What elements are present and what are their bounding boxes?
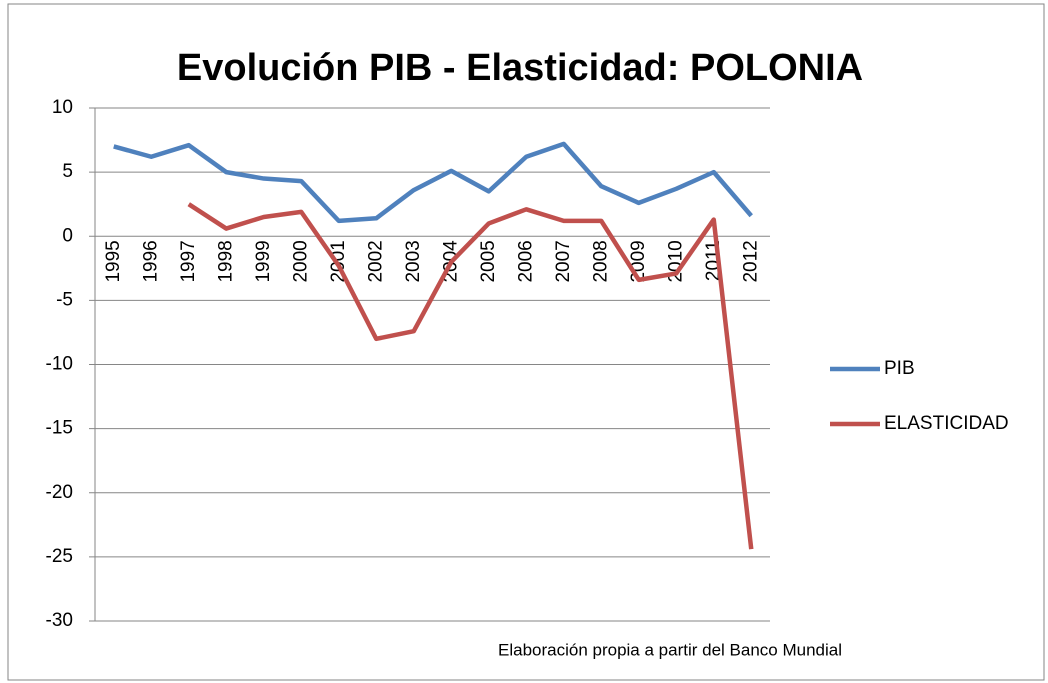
- x-tick-label: 1998: [215, 240, 236, 282]
- x-tick-label: 2008: [590, 240, 611, 282]
- y-tick-label: -30: [46, 610, 73, 631]
- x-tick-label: 1996: [140, 240, 161, 282]
- chart-title: Evolución PIB - Elasticidad: POLONIA: [177, 47, 863, 89]
- line-series: [187, 202, 754, 550]
- source-note: Elaboración propia a partir del Banco Mu…: [498, 640, 842, 659]
- x-tick-label: 2010: [665, 240, 686, 282]
- y-tick-label: 0: [62, 225, 73, 246]
- x-tick-label: 2006: [515, 240, 536, 282]
- x-tick-label: 2005: [478, 240, 499, 282]
- chart-border: [7, 3, 1045, 681]
- y-tick-label: -5: [56, 289, 73, 310]
- x-tick-label: 2000: [290, 240, 311, 282]
- x-tick-label: 2007: [553, 240, 574, 282]
- x-tick-label: 2012: [740, 240, 761, 282]
- y-tick-label: -25: [46, 546, 73, 567]
- y-tick-label: -20: [46, 482, 73, 503]
- x-tick-label: 1999: [253, 240, 274, 282]
- legend-label: PIB: [884, 358, 915, 379]
- x-tick-label: 1997: [178, 240, 199, 282]
- y-tick-label: -15: [46, 418, 73, 439]
- y-tick-label: 5: [62, 161, 73, 182]
- y-tick-label: 10: [52, 97, 73, 118]
- line-series: [113, 141, 753, 224]
- y-tick-label: -10: [46, 354, 73, 375]
- x-tick-label: 2002: [365, 240, 386, 282]
- legend-label: ELASTICIDAD: [884, 413, 1009, 434]
- x-tick-label: 1995: [103, 240, 124, 282]
- x-tick-label: 2003: [403, 240, 424, 282]
